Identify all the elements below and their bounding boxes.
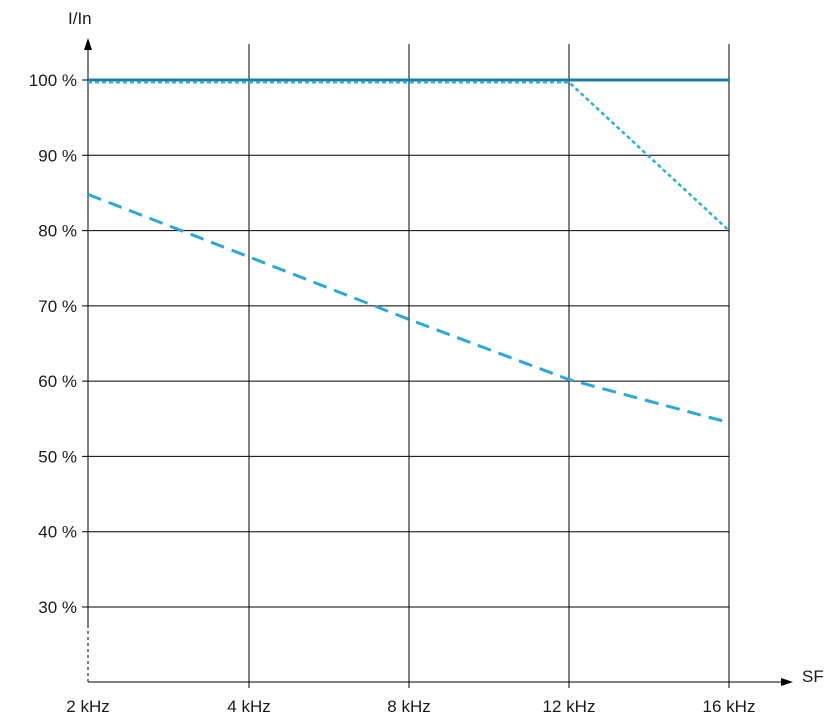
x-tick-label: 2 kHz xyxy=(66,697,109,716)
x-axis-label: SF xyxy=(802,667,824,686)
tick-labels: 100 % 90 % 80 % 70 % 60 % 50 % 40 % 30 % 2 kHz 4 … xyxy=(29,71,756,716)
x-tick-label: 8 kHz xyxy=(387,697,430,716)
y-tick-label: 30 % xyxy=(38,598,77,617)
x-tick-label: 4 kHz xyxy=(227,697,270,716)
x-tick-label: 12 kHz xyxy=(543,697,596,716)
y-tick-label: 40 % xyxy=(38,523,77,542)
y-tick-label: 80 % xyxy=(38,222,77,241)
y-tick-label: 60 % xyxy=(38,372,77,391)
y-axis-label: I/In xyxy=(68,9,92,28)
y-tick-label: 50 % xyxy=(38,447,77,466)
series-dotted-line xyxy=(88,81,730,232)
x-tick-label: 16 kHz xyxy=(703,697,756,716)
y-axis-arrow xyxy=(84,38,92,50)
grid xyxy=(82,44,730,688)
axes xyxy=(84,38,793,686)
y-tick-label: 90 % xyxy=(38,146,77,165)
y-tick-label: 70 % xyxy=(38,297,77,316)
y-tick-label: 100 % xyxy=(29,71,77,90)
series-group xyxy=(87,78,730,425)
series-dashed-line xyxy=(87,193,730,425)
x-axis-arrow xyxy=(781,678,793,686)
